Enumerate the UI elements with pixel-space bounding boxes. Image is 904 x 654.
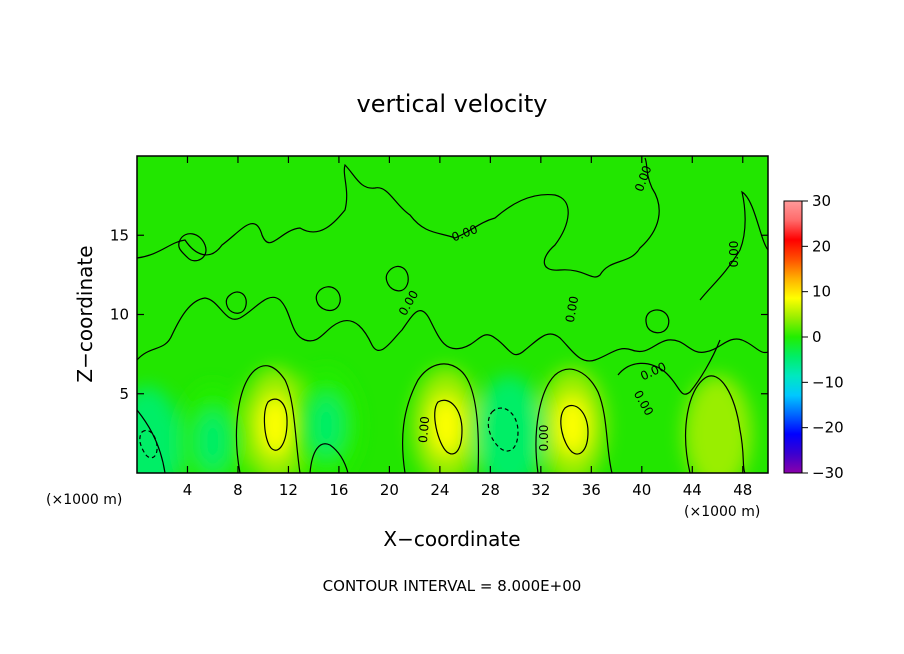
colorbar-tick-label: −30 xyxy=(812,464,844,482)
downdraft-core xyxy=(196,411,229,472)
colorbar-tick-label: 30 xyxy=(812,192,831,210)
contour-line xyxy=(178,233,207,262)
x-unit-right: (×1000 m) xyxy=(684,504,760,520)
x-tick-label: 32 xyxy=(531,481,550,499)
contour-label: 0.00 xyxy=(537,425,551,452)
x-unit-left: (×1000 m) xyxy=(46,492,122,508)
downdraft-core xyxy=(310,395,343,456)
colorbar-tick-label: 10 xyxy=(812,283,831,301)
x-axis: 4 8 12 16 20 24 28 32 36 40 44 48 xyxy=(183,156,752,499)
contour-line xyxy=(235,365,301,473)
contour-line xyxy=(699,190,768,301)
contour-line xyxy=(225,291,247,314)
colorbar-tick-label: −10 xyxy=(812,373,844,391)
x-tick-label: 28 xyxy=(481,481,500,499)
contour-line xyxy=(560,404,589,455)
contour-line xyxy=(315,286,341,312)
contour-line xyxy=(645,309,670,334)
colorbar-tick-label: 0 xyxy=(812,328,822,346)
x-tick-label: 36 xyxy=(582,481,601,499)
contour-lines xyxy=(137,157,768,473)
plot-area: 0.000.000.000.000.000.000.000.000.00 xyxy=(136,155,769,474)
contour-line xyxy=(535,368,613,473)
contour-interval: CONTOUR INTERVAL = 8.000E+00 xyxy=(323,577,582,595)
x-tick-label: 20 xyxy=(380,481,399,499)
y-axis-label: Z−coordinate xyxy=(73,245,97,382)
contour-line xyxy=(137,296,768,362)
contour-line xyxy=(263,398,288,451)
updraft-core xyxy=(430,395,463,456)
y-tick-label: 10 xyxy=(110,306,129,324)
contour-line xyxy=(385,265,409,292)
downdraft-core xyxy=(493,403,526,464)
contour-label: 0.00 xyxy=(563,295,581,324)
contour-line xyxy=(434,399,463,455)
x-tick-label: 24 xyxy=(430,481,449,499)
contour-line xyxy=(137,409,166,473)
contour-line xyxy=(137,157,660,278)
y-tick-label: 15 xyxy=(110,226,129,244)
colorbar-tick-label: 20 xyxy=(812,237,831,255)
chart-title: vertical velocity xyxy=(357,90,548,118)
contour-line xyxy=(309,443,349,473)
x-tick-label: 12 xyxy=(279,481,298,499)
x-tick-label: 40 xyxy=(632,481,651,499)
contour-line xyxy=(401,363,479,473)
x-tick-label: 44 xyxy=(683,481,702,499)
colorbar: 30 20 10 0 −10 −20 −30 xyxy=(783,192,844,482)
contour-label: 0.00 xyxy=(416,416,432,444)
y-axis: 5 10 15 xyxy=(110,226,768,403)
x-tick-label: 48 xyxy=(733,481,752,499)
downdraft-core xyxy=(137,414,164,473)
x-tick-label: 4 xyxy=(183,481,193,499)
colorbar-bar xyxy=(783,200,803,474)
y-tick-label: 5 xyxy=(119,385,129,403)
x-tick-label: 16 xyxy=(329,481,348,499)
updraft-core xyxy=(701,403,734,464)
x-tick-label: 8 xyxy=(233,481,243,499)
colorbar-tick-label: −20 xyxy=(812,419,844,437)
contour-label: 0.00 xyxy=(727,241,741,268)
contour-line xyxy=(685,375,746,473)
contour-line xyxy=(617,339,721,395)
x-axis-label: X−coordinate xyxy=(383,527,520,551)
contour-line xyxy=(487,407,519,452)
colorbar-ticks: 30 20 10 0 −10 −20 −30 xyxy=(802,192,844,482)
